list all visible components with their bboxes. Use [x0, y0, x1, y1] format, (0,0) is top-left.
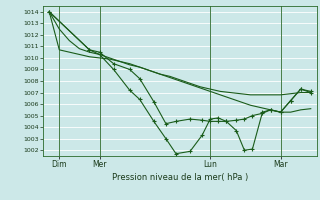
X-axis label: Pression niveau de la mer( hPa ): Pression niveau de la mer( hPa ): [112, 173, 248, 182]
